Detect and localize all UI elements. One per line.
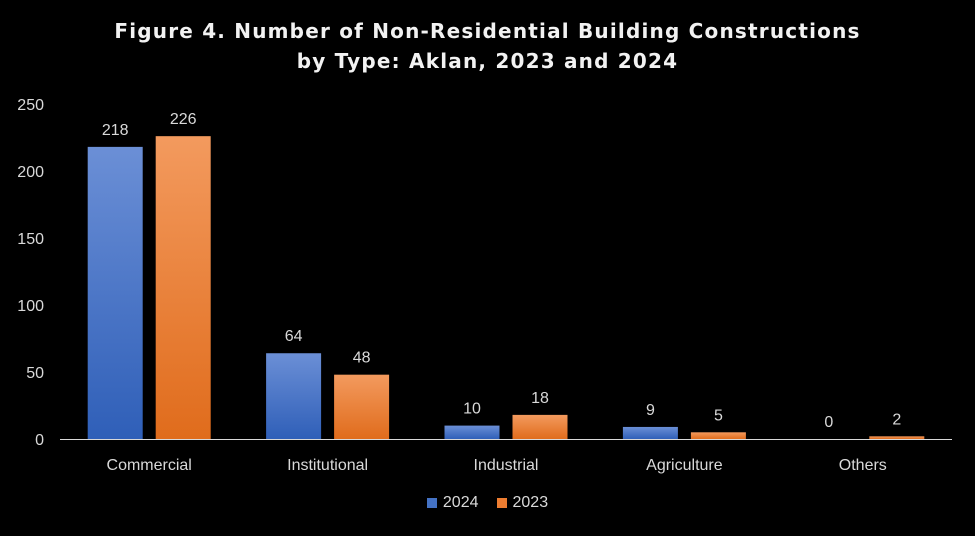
legend-label-2023: 2023 [512,494,549,511]
legend-item-2023: 2023 [496,494,549,512]
bar-2024-commercial [87,146,143,439]
data-label: 18 [531,390,549,407]
y-tick-label: 250 [17,97,44,114]
data-label: 218 [102,122,129,139]
legend: 2024 2023 [0,494,975,512]
y-tick-label: 0 [35,432,44,449]
x-tick-label: Agriculture [646,457,723,474]
x-tick-label: Industrial [474,457,539,474]
bar-2023-industrial [512,414,568,439]
bar-2024-institutional [266,353,322,439]
data-label: 5 [714,407,723,424]
legend-label-2024: 2024 [442,494,479,511]
bar-2023-institutional [334,374,390,439]
data-label: 10 [463,401,481,418]
bar-2024-agriculture [622,426,678,439]
bar-2024-industrial [444,425,500,439]
data-label: 226 [170,111,197,128]
data-label: 0 [824,414,833,431]
y-tick-label: 50 [26,365,44,382]
y-tick-label: 100 [17,298,44,315]
x-axis: Commercial Institutional Industrial Agricul… [60,439,952,474]
data-label: 64 [285,328,303,345]
bars: 218 226 64 48 10 18 9 5 0 2 [87,111,925,439]
legend-item-2024: 2024 [426,494,479,512]
x-tick-label: Others [839,457,887,474]
y-axis: 0 50 100 150 200 250 [17,97,44,449]
bar-2023-commercial [155,136,211,439]
chart-title: Figure 4. Number of Non-Residential Buil… [0,16,975,76]
y-tick-label: 150 [17,231,44,248]
bar-2023-agriculture [690,432,746,439]
legend-swatch-2023 [496,498,507,508]
chart-title-line2: by Type: Aklan, 2023 and 2024 [296,49,679,73]
y-tick-label: 200 [17,164,44,181]
data-label: 2 [892,411,901,428]
data-label: 9 [646,402,655,419]
x-tick-label: Commercial [107,457,192,474]
data-label: 48 [353,350,371,367]
bar-2023-others [869,436,925,439]
x-tick-label: Institutional [287,457,368,474]
chart-title-line1: Figure 4. Number of Non-Residential Buil… [114,19,861,43]
legend-swatch-2024 [426,498,437,508]
